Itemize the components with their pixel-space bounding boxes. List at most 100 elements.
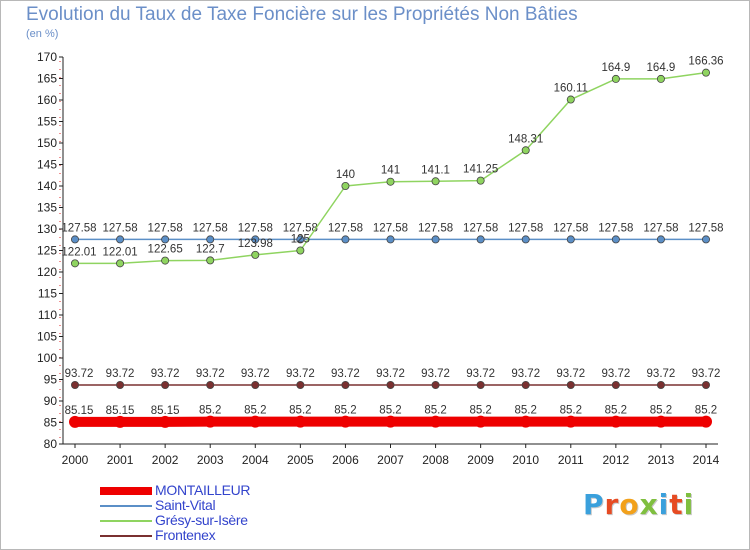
data-label: 85.2 bbox=[199, 405, 221, 417]
data-point bbox=[249, 415, 262, 428]
y-tick-label: 150 bbox=[37, 136, 57, 150]
data-point bbox=[384, 415, 397, 428]
data-label: 127.58 bbox=[373, 222, 408, 234]
data-point bbox=[431, 381, 440, 390]
data-point bbox=[296, 381, 305, 390]
data-point bbox=[386, 235, 395, 244]
data-label: 127.58 bbox=[508, 222, 543, 234]
legend-label: Grésy-sur-Isère bbox=[155, 512, 248, 528]
legend-swatch bbox=[100, 535, 152, 537]
data-label: 148.31 bbox=[508, 133, 543, 145]
data-point bbox=[386, 381, 395, 390]
axes: 80 85 90 95 100 105 110 115 120 125 130 135 140 145 15… bbox=[37, 50, 720, 467]
data-label: 93.72 bbox=[466, 368, 495, 380]
data-label: 127.58 bbox=[598, 222, 633, 234]
data-point bbox=[611, 235, 620, 244]
data-point bbox=[386, 177, 395, 186]
x-tick-label: 2003 bbox=[197, 453, 224, 467]
data-point bbox=[71, 381, 80, 390]
y-tick-label: 160 bbox=[37, 93, 57, 107]
legend-swatch bbox=[100, 487, 152, 495]
series-montailleur: 85.15 85.15 85.15 85.2 85.2 85.2 85.2 85.2 85.2 8… bbox=[65, 405, 717, 428]
data-point bbox=[521, 235, 530, 244]
data-label: 127.58 bbox=[418, 222, 453, 234]
data-point bbox=[206, 235, 215, 244]
y-tick-label: 85 bbox=[44, 416, 58, 430]
data-label: 122.65 bbox=[148, 244, 183, 256]
legend-swatch bbox=[100, 520, 152, 522]
data-point bbox=[611, 74, 620, 83]
y-tick-label: 145 bbox=[37, 158, 57, 172]
x-tick-label: 2010 bbox=[512, 453, 539, 467]
data-label: 164.9 bbox=[601, 62, 630, 74]
data-point bbox=[341, 181, 350, 190]
data-label: 122.01 bbox=[61, 246, 96, 258]
data-point bbox=[656, 74, 665, 83]
data-label: 127.58 bbox=[328, 222, 363, 234]
data-point bbox=[251, 235, 260, 244]
data-point bbox=[296, 246, 305, 255]
data-point bbox=[206, 381, 215, 390]
x-tick-label: 2002 bbox=[152, 453, 179, 467]
data-label: 127.58 bbox=[553, 222, 588, 234]
data-point bbox=[611, 381, 620, 390]
data-point bbox=[161, 381, 170, 390]
y-tick-label: 125 bbox=[37, 244, 57, 258]
legend-label: MONTAILLEUR bbox=[155, 482, 251, 498]
y-tick-label: 155 bbox=[37, 115, 57, 129]
data-point bbox=[656, 381, 665, 390]
y-tick-label: 100 bbox=[37, 351, 57, 365]
data-label: 166.36 bbox=[688, 56, 723, 68]
legend-swatch bbox=[100, 505, 152, 507]
x-tick-label: 2001 bbox=[107, 453, 134, 467]
data-point bbox=[702, 235, 711, 244]
y-tick-label: 110 bbox=[38, 308, 57, 322]
data-label: 85.2 bbox=[695, 405, 717, 417]
data-label: 85.2 bbox=[560, 405, 582, 417]
data-label: 93.72 bbox=[106, 368, 135, 380]
data-label: 127.58 bbox=[688, 222, 723, 234]
data-label: 93.72 bbox=[65, 368, 94, 380]
data-label: 85.2 bbox=[289, 405, 311, 417]
data-label: 93.72 bbox=[692, 368, 721, 380]
data-label: 85.2 bbox=[424, 405, 446, 417]
x-tick-label: 2005 bbox=[287, 453, 314, 467]
data-point bbox=[71, 259, 80, 268]
data-point bbox=[656, 235, 665, 244]
data-point bbox=[116, 381, 125, 390]
data-label: 125 bbox=[291, 234, 310, 246]
data-point bbox=[702, 381, 711, 390]
data-label: 85.15 bbox=[65, 405, 94, 417]
data-label: 85.2 bbox=[605, 405, 627, 417]
data-point bbox=[564, 415, 577, 428]
x-tick-label: 2011 bbox=[558, 453, 584, 467]
data-label: 93.72 bbox=[647, 368, 676, 380]
data-label: 141.25 bbox=[463, 164, 498, 176]
x-tick-label: 2014 bbox=[693, 453, 720, 467]
data-point bbox=[521, 146, 530, 155]
data-label: 85.2 bbox=[650, 405, 672, 417]
logo-letter: r bbox=[604, 488, 620, 521]
y-tick-label: 135 bbox=[37, 201, 57, 215]
data-label: 93.72 bbox=[241, 368, 270, 380]
y-tick-label: 170 bbox=[37, 50, 57, 64]
y-tick-label: 140 bbox=[37, 179, 57, 193]
data-label: 160.11 bbox=[554, 83, 588, 95]
logo-letter: i bbox=[658, 488, 670, 521]
series-frontenex: 93.72 93.72 93.72 93.72 93.72 93.72 93.72 93.72… bbox=[65, 368, 721, 390]
data-point bbox=[69, 415, 81, 428]
series-gresy-sur-isere: 122.01 122.01 122.65 122.7 123.98 125 140 141 14… bbox=[61, 56, 724, 268]
data-point bbox=[339, 415, 352, 428]
data-label: 93.72 bbox=[421, 368, 450, 380]
data-label: 93.72 bbox=[286, 368, 315, 380]
data-point bbox=[702, 68, 711, 77]
data-label: 127.58 bbox=[61, 222, 96, 234]
data-label: 127.58 bbox=[643, 222, 678, 234]
y-tick-label: 115 bbox=[38, 287, 57, 301]
data-label: 93.72 bbox=[556, 368, 585, 380]
logo-letter: o bbox=[619, 488, 640, 521]
data-label: 127.58 bbox=[238, 222, 273, 234]
data-point bbox=[566, 381, 575, 390]
data-point bbox=[159, 415, 172, 428]
